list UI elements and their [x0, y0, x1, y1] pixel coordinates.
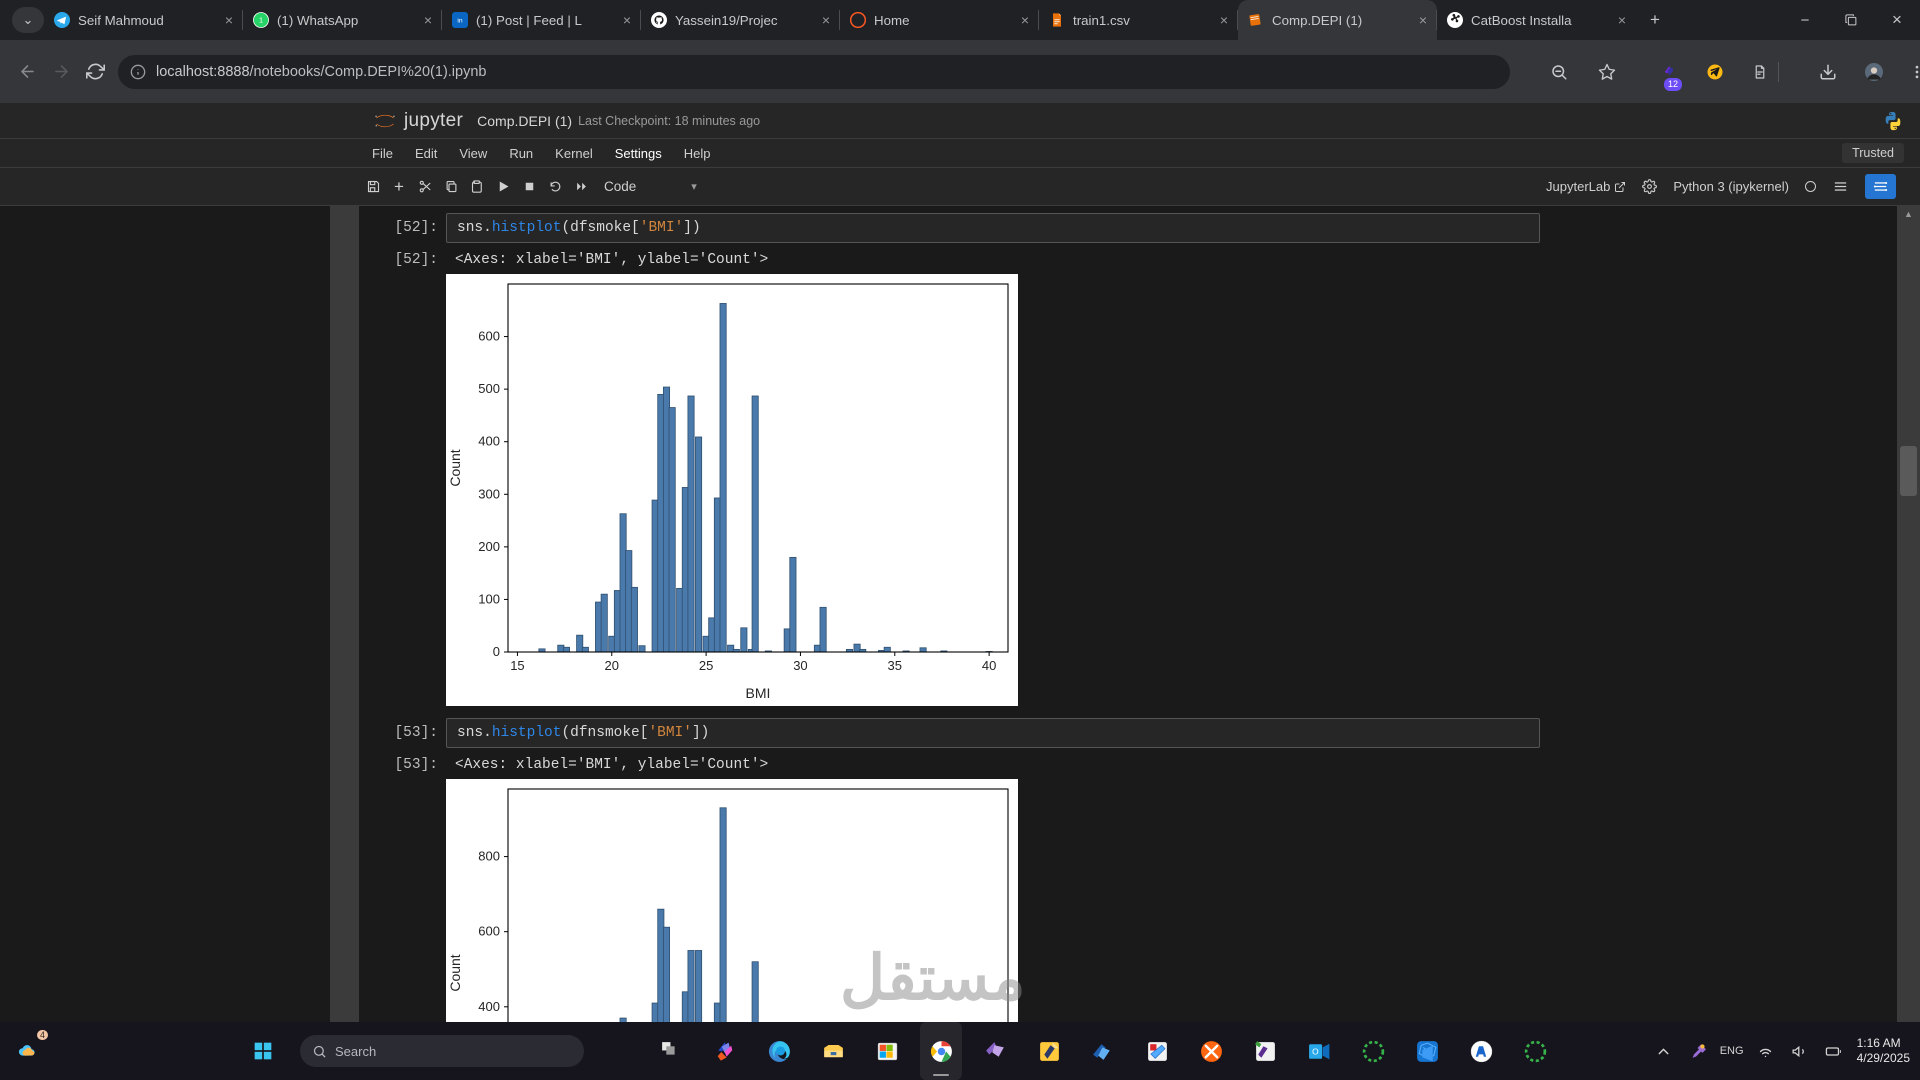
svg-text:35: 35 [888, 658, 902, 673]
svg-text:0: 0 [493, 644, 500, 659]
svg-text:25: 25 [699, 658, 713, 673]
svg-text:Count: Count [447, 954, 463, 991]
svg-text:800: 800 [478, 849, 500, 864]
svg-text:Count: Count [447, 449, 463, 486]
svg-text:40: 40 [982, 658, 996, 673]
svg-text:600: 600 [478, 924, 500, 939]
svg-text:O: O [1312, 1046, 1319, 1056]
svg-text:in: in [457, 18, 462, 25]
svg-text:20: 20 [605, 658, 619, 673]
svg-text:400: 400 [478, 434, 500, 449]
svg-text:300: 300 [478, 486, 500, 501]
svg-text:100: 100 [478, 591, 500, 606]
svg-text:600: 600 [478, 329, 500, 344]
svg-text:1: 1 [259, 16, 263, 25]
svg-text:BMI: BMI [746, 685, 771, 701]
svg-text:200: 200 [478, 539, 500, 554]
svg-text:400: 400 [478, 999, 500, 1014]
svg-text:500: 500 [478, 381, 500, 396]
svg-text:30: 30 [793, 658, 807, 673]
svg-text:15: 15 [510, 658, 524, 673]
